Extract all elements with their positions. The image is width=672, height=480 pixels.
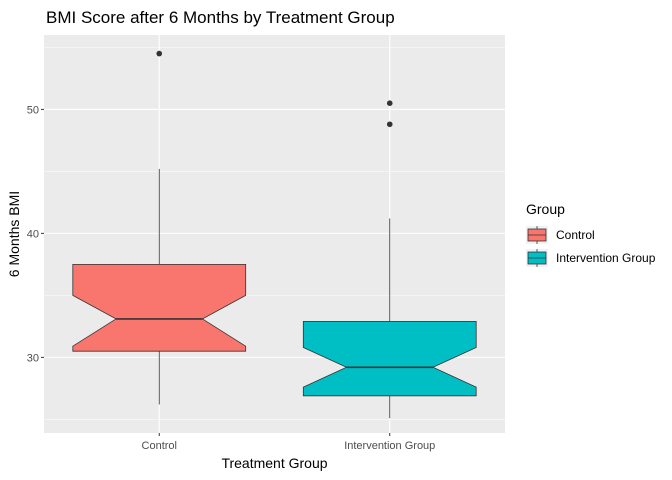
box-body — [302, 321, 477, 397]
y-axis-title: 6 Months BMI — [6, 191, 22, 277]
outlier-point — [156, 50, 163, 57]
legend-item: Intervention Group — [526, 249, 656, 267]
legend-label: Control — [556, 228, 595, 242]
legend: Group Control Intervention Group — [526, 201, 656, 267]
x-axis-title: Treatment Group — [221, 455, 327, 471]
legend-title: Group — [526, 201, 565, 217]
x-tick-label: Control — [142, 440, 177, 452]
chart-title: BMI Score after 6 Months by Treatment Gr… — [46, 8, 395, 27]
legend-label: Intervention Group — [556, 251, 656, 265]
outlier-point — [386, 121, 393, 128]
outlier-point — [386, 100, 393, 106]
x-tick-label: Intervention Group — [344, 440, 435, 452]
legend-item: Control — [526, 226, 595, 244]
box-body — [72, 263, 247, 352]
y-tick-label: 30 — [27, 352, 39, 364]
box-control — [72, 50, 247, 405]
y-axis-ticks: 30 40 50 — [27, 104, 44, 364]
legend-items: Control Intervention Group — [526, 226, 656, 267]
boxes-layer — [72, 50, 477, 419]
x-axis-ticks: Control Intervention Group — [142, 433, 435, 452]
y-tick-label: 50 — [27, 104, 39, 116]
y-tick-label: 40 — [27, 228, 39, 240]
box-intervention-group — [302, 100, 477, 419]
